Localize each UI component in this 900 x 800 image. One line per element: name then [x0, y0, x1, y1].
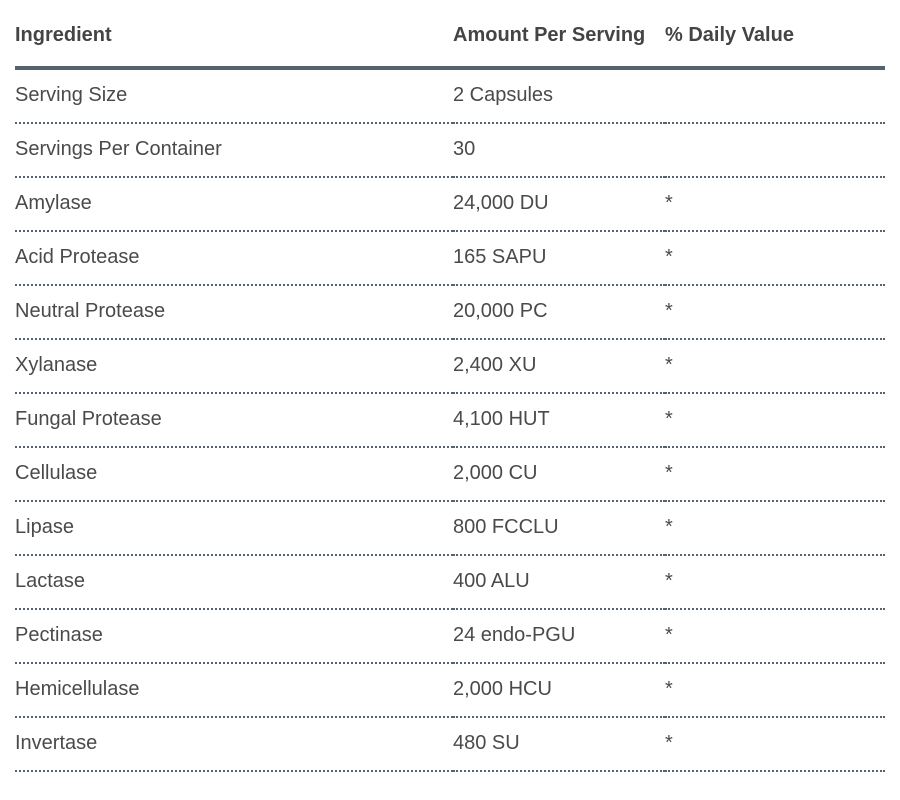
- amount-cell: 2 Capsules: [453, 68, 665, 124]
- ingredient-cell: Fungal Protease: [15, 393, 453, 448]
- amount-cell: 20,000 PC: [453, 285, 665, 340]
- amount-cell: 2,400 XU: [453, 339, 665, 394]
- table-row: Fungal Protease 4,100 HUT *: [15, 393, 885, 448]
- daily-value-cell: [665, 68, 885, 124]
- daily-value-cell: *: [665, 447, 885, 502]
- column-header-ingredient: Ingredient: [15, 0, 453, 70]
- table-row: Invertase 480 SU *: [15, 717, 885, 772]
- amount-cell: 800 FCCLU: [453, 501, 665, 556]
- amount-cell: 2,000 HCU: [453, 663, 665, 718]
- table-row: Pectinase 24 endo-PGU *: [15, 609, 885, 664]
- table-row: Neutral Protease 20,000 PC *: [15, 285, 885, 340]
- table-row: Lipase 800 FCCLU *: [15, 501, 885, 556]
- amount-cell: 480 SU: [453, 717, 665, 772]
- ingredient-cell: Servings Per Container: [15, 123, 453, 178]
- table-row: Lactase 400 ALU *: [15, 555, 885, 610]
- ingredient-cell: Pectinase: [15, 609, 453, 664]
- table-row: Acid Protease 165 SAPU *: [15, 231, 885, 286]
- ingredient-cell: Serving Size: [15, 68, 453, 124]
- column-header-amount-per-serving: Amount Per Serving: [453, 0, 665, 70]
- ingredient-cell: Neutral Protease: [15, 285, 453, 340]
- table-row: Cellulase 2,000 CU *: [15, 447, 885, 502]
- table-row: Xylanase 2,400 XU *: [15, 339, 885, 394]
- supplement-facts-table: Ingredient Amount Per Serving % Daily Va…: [15, 0, 885, 772]
- daily-value-cell: *: [665, 663, 885, 718]
- daily-value-cell: *: [665, 501, 885, 556]
- table-row: Hemicellulase 2,000 HCU *: [15, 663, 885, 718]
- ingredient-cell: Lactase: [15, 555, 453, 610]
- daily-value-cell: *: [665, 231, 885, 286]
- ingredient-cell: Xylanase: [15, 339, 453, 394]
- daily-value-cell: *: [665, 339, 885, 394]
- ingredient-cell: Cellulase: [15, 447, 453, 502]
- table-header: Ingredient Amount Per Serving % Daily Va…: [15, 0, 885, 70]
- daily-value-cell: *: [665, 285, 885, 340]
- ingredient-cell: Invertase: [15, 717, 453, 772]
- amount-cell: 4,100 HUT: [453, 393, 665, 448]
- daily-value-cell: *: [665, 177, 885, 232]
- amount-cell: 2,000 CU: [453, 447, 665, 502]
- ingredient-cell: Hemicellulase: [15, 663, 453, 718]
- amount-cell: 165 SAPU: [453, 231, 665, 286]
- table-header-row: Ingredient Amount Per Serving % Daily Va…: [15, 0, 885, 70]
- table-row: Amylase 24,000 DU *: [15, 177, 885, 232]
- amount-cell: 400 ALU: [453, 555, 665, 610]
- ingredient-cell: Acid Protease: [15, 231, 453, 286]
- daily-value-cell: *: [665, 393, 885, 448]
- amount-cell: 30: [453, 123, 665, 178]
- ingredient-cell: Lipase: [15, 501, 453, 556]
- ingredient-cell: Amylase: [15, 177, 453, 232]
- daily-value-cell: *: [665, 555, 885, 610]
- daily-value-cell: *: [665, 717, 885, 772]
- table-body: Serving Size 2 Capsules Servings Per Con…: [15, 68, 885, 772]
- column-header-daily-value: % Daily Value: [665, 0, 885, 70]
- amount-cell: 24 endo-PGU: [453, 609, 665, 664]
- table-row: Servings Per Container 30: [15, 123, 885, 178]
- daily-value-cell: *: [665, 609, 885, 664]
- amount-cell: 24,000 DU: [453, 177, 665, 232]
- daily-value-cell: [665, 123, 885, 178]
- table-row: Serving Size 2 Capsules: [15, 68, 885, 124]
